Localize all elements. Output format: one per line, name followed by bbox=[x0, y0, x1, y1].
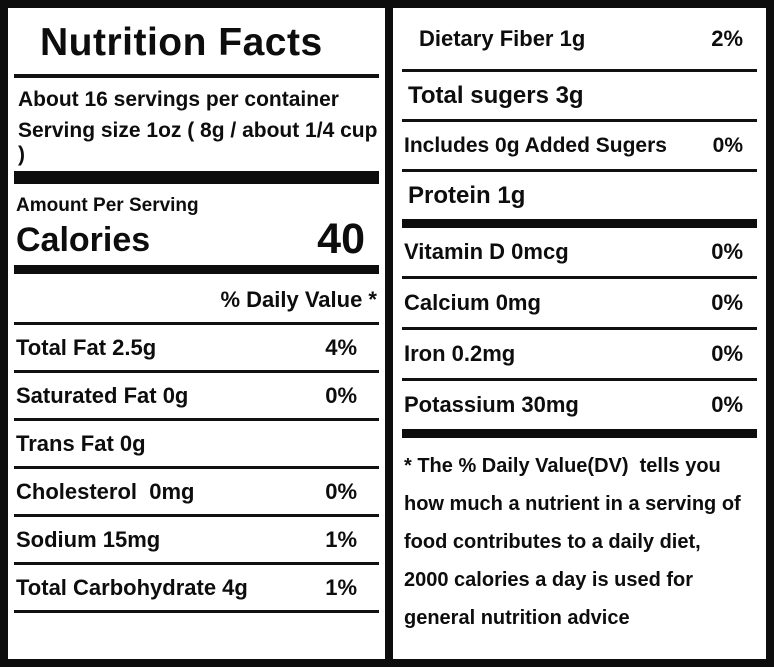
divider bbox=[14, 466, 379, 469]
nutrient-name: Cholesterol 0mg bbox=[16, 478, 195, 504]
nutrient-row-saturated-fat: Saturated Fat 0g 0% bbox=[14, 373, 379, 418]
nutrient-row-dietary-fiber: Dietary Fiber 1g 2% bbox=[402, 8, 757, 69]
nutrient-name: Saturated Fat 0g bbox=[16, 382, 189, 408]
amount-per-serving-label: Amount Per Serving bbox=[16, 195, 199, 216]
nutrient-dv: 0% bbox=[325, 478, 357, 504]
nutrient-dv: 0% bbox=[712, 133, 743, 157]
label-title: Nutrition Facts bbox=[40, 21, 323, 64]
divider bbox=[402, 169, 757, 172]
nutrient-row-potassium: Potassium 30mg 0% bbox=[402, 381, 757, 429]
nutrient-name: Protein 1g bbox=[408, 181, 526, 209]
nutrient-name: Calcium 0mg bbox=[404, 290, 541, 315]
divider bbox=[14, 514, 379, 517]
divider bbox=[402, 327, 757, 330]
nutrient-row-total-carbohydrate: Total Carbohydrate 4g 1% bbox=[14, 565, 379, 610]
thick-bar-protein bbox=[402, 219, 757, 228]
divider bbox=[14, 562, 379, 565]
nutrient-dv: 0% bbox=[325, 382, 357, 408]
nutrient-dv: 0% bbox=[711, 341, 743, 366]
nutrient-dv: 0% bbox=[711, 239, 743, 264]
nutrient-name: Sodium 15mg bbox=[16, 526, 161, 552]
nutrient-dv: 0% bbox=[711, 392, 743, 417]
nutrient-name: Total sugers 3g bbox=[408, 81, 584, 109]
nutrient-name: Total Fat 2.5g bbox=[16, 334, 157, 360]
calories-value: 40 bbox=[317, 215, 365, 263]
nutrient-row-added-sugars: Includes 0g Added Sugers 0% bbox=[402, 122, 757, 169]
calories-row: Calories 40 bbox=[14, 217, 379, 265]
nutrient-dv: 1% bbox=[325, 574, 357, 600]
nutrient-name: Total Carbohydrate 4g bbox=[16, 574, 248, 600]
daily-value-footnote: * The % Daily Value(DV) tells you how mu… bbox=[402, 438, 757, 637]
nutrient-name: Vitamin D 0mcg bbox=[404, 239, 569, 264]
serving-size: Serving size 1oz ( 8g / about 1/4 cup ) bbox=[18, 118, 384, 166]
divider bbox=[402, 276, 757, 279]
nutrient-dv: 4% bbox=[325, 334, 357, 360]
thick-bar-serving bbox=[14, 171, 379, 184]
nutrient-row-total-sugars: Total sugers 3g bbox=[402, 72, 757, 119]
servings-per-container: About 16 servings per container bbox=[18, 87, 339, 111]
divider bbox=[402, 69, 757, 72]
calories-label: Calories bbox=[16, 221, 151, 259]
footnote-line: 2000 calories a day is used for bbox=[404, 569, 694, 591]
thick-bar-calories bbox=[14, 265, 379, 274]
daily-value-header: % Daily Value * bbox=[220, 287, 377, 312]
nutrient-name: Trans Fat 0g bbox=[16, 430, 146, 456]
nutrient-dv: 1% bbox=[325, 526, 357, 552]
divider bbox=[14, 610, 379, 613]
divider-under-title bbox=[14, 74, 379, 78]
nutrient-row-vitamin-d: Vitamin D 0mcg 0% bbox=[402, 228, 757, 276]
divider bbox=[402, 119, 757, 122]
nutrient-dv: 0% bbox=[711, 290, 743, 315]
nutrient-name: Includes 0g Added Sugers bbox=[404, 133, 667, 157]
label-right-column: Dietary Fiber 1g 2% Total sugers 3g Incl… bbox=[393, 8, 766, 659]
divider bbox=[14, 370, 379, 373]
footnote-line: food contributes to a daily diet, bbox=[404, 531, 701, 553]
footnote-line: general nutrition advice bbox=[404, 607, 630, 629]
nutrient-row-total-fat: Total Fat 2.5g 4% bbox=[14, 325, 379, 370]
thick-bar-minerals bbox=[402, 429, 757, 438]
footnote-line: * The % Daily Value(DV) tells you bbox=[404, 455, 721, 477]
divider bbox=[14, 322, 379, 325]
nutrient-name: Dietary Fiber 1g bbox=[419, 25, 586, 51]
nutrient-row-sodium: Sodium 15mg 1% bbox=[14, 517, 379, 562]
nutrient-row-protein: Protein 1g bbox=[402, 172, 757, 219]
nutrient-dv: 2% bbox=[711, 25, 743, 51]
divider bbox=[402, 378, 757, 381]
nutrient-row-cholesterol: Cholesterol 0mg 0% bbox=[14, 469, 379, 514]
divider bbox=[14, 418, 379, 421]
nutrient-row-iron: Iron 0.2mg 0% bbox=[402, 330, 757, 378]
nutrient-name: Potassium 30mg bbox=[404, 392, 579, 417]
nutrient-name: Iron 0.2mg bbox=[404, 341, 516, 366]
column-divider bbox=[385, 8, 393, 659]
label-left-column: Nutrition Facts About 16 servings per co… bbox=[8, 8, 385, 659]
nutrient-row-calcium: Calcium 0mg 0% bbox=[402, 279, 757, 327]
nutrient-row-trans-fat: Trans Fat 0g bbox=[14, 421, 379, 466]
footnote-line: how much a nutrient in a serving of bbox=[404, 493, 741, 515]
